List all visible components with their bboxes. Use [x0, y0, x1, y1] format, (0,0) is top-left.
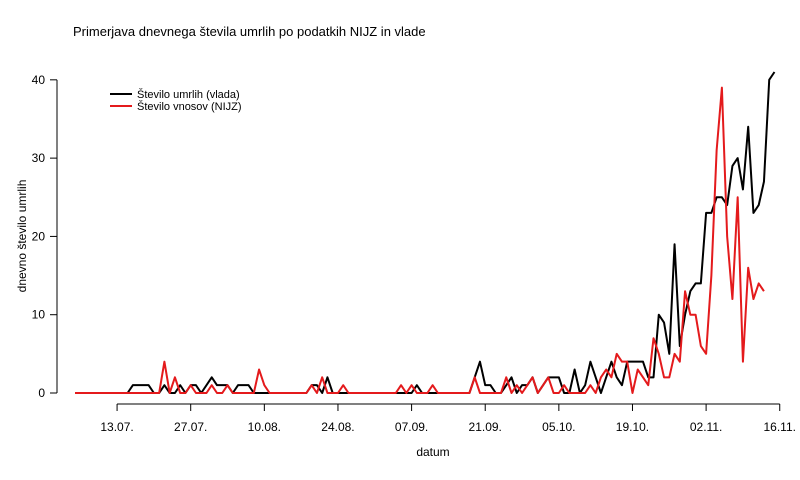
x-tick-label: 05.10.: [542, 420, 575, 434]
series-line-nijz: [75, 86, 765, 394]
x-tick-label: 21.09.: [469, 420, 502, 434]
x-tick-label: 07.09.: [395, 420, 428, 434]
y-tick-label: 20: [32, 229, 46, 243]
x-axis: 13.07. 27.07. 10.08. 24.08. 07.09. 21.09. 05.1…: [100, 403, 796, 434]
x-tick-label: 10.08.: [248, 420, 281, 434]
x-axis-label: datum: [416, 445, 449, 459]
legend: Število umrlih (vlada)Število vnosov (NI…: [110, 88, 242, 113]
legend-label: Število umrlih (vlada): [137, 88, 240, 101]
y-axis-label: dnevno število umrlih: [15, 180, 29, 293]
y-tick-label: 30: [32, 151, 46, 165]
x-tick-label: 27.07.: [174, 420, 207, 434]
x-tick-label: 19.10.: [616, 420, 649, 434]
x-tick-label: 24.08.: [321, 420, 354, 434]
y-tick-label: 40: [32, 73, 46, 87]
chart-title: Primerjava dnevnega števila umrlih po po…: [73, 24, 426, 39]
series-line-vlada: [75, 71, 776, 394]
x-tick-label: 13.07.: [100, 420, 133, 434]
y-tick-label: 0: [38, 386, 45, 400]
x-tick-label: 02.11.: [690, 420, 722, 434]
y-tick-label: 10: [32, 308, 46, 322]
series-layer: [75, 71, 776, 394]
x-tick-label: 16.11.: [763, 420, 795, 434]
legend-label: Število vnosov (NIJZ): [137, 100, 242, 113]
y-axis: 0 10 20 30 40: [32, 73, 58, 400]
